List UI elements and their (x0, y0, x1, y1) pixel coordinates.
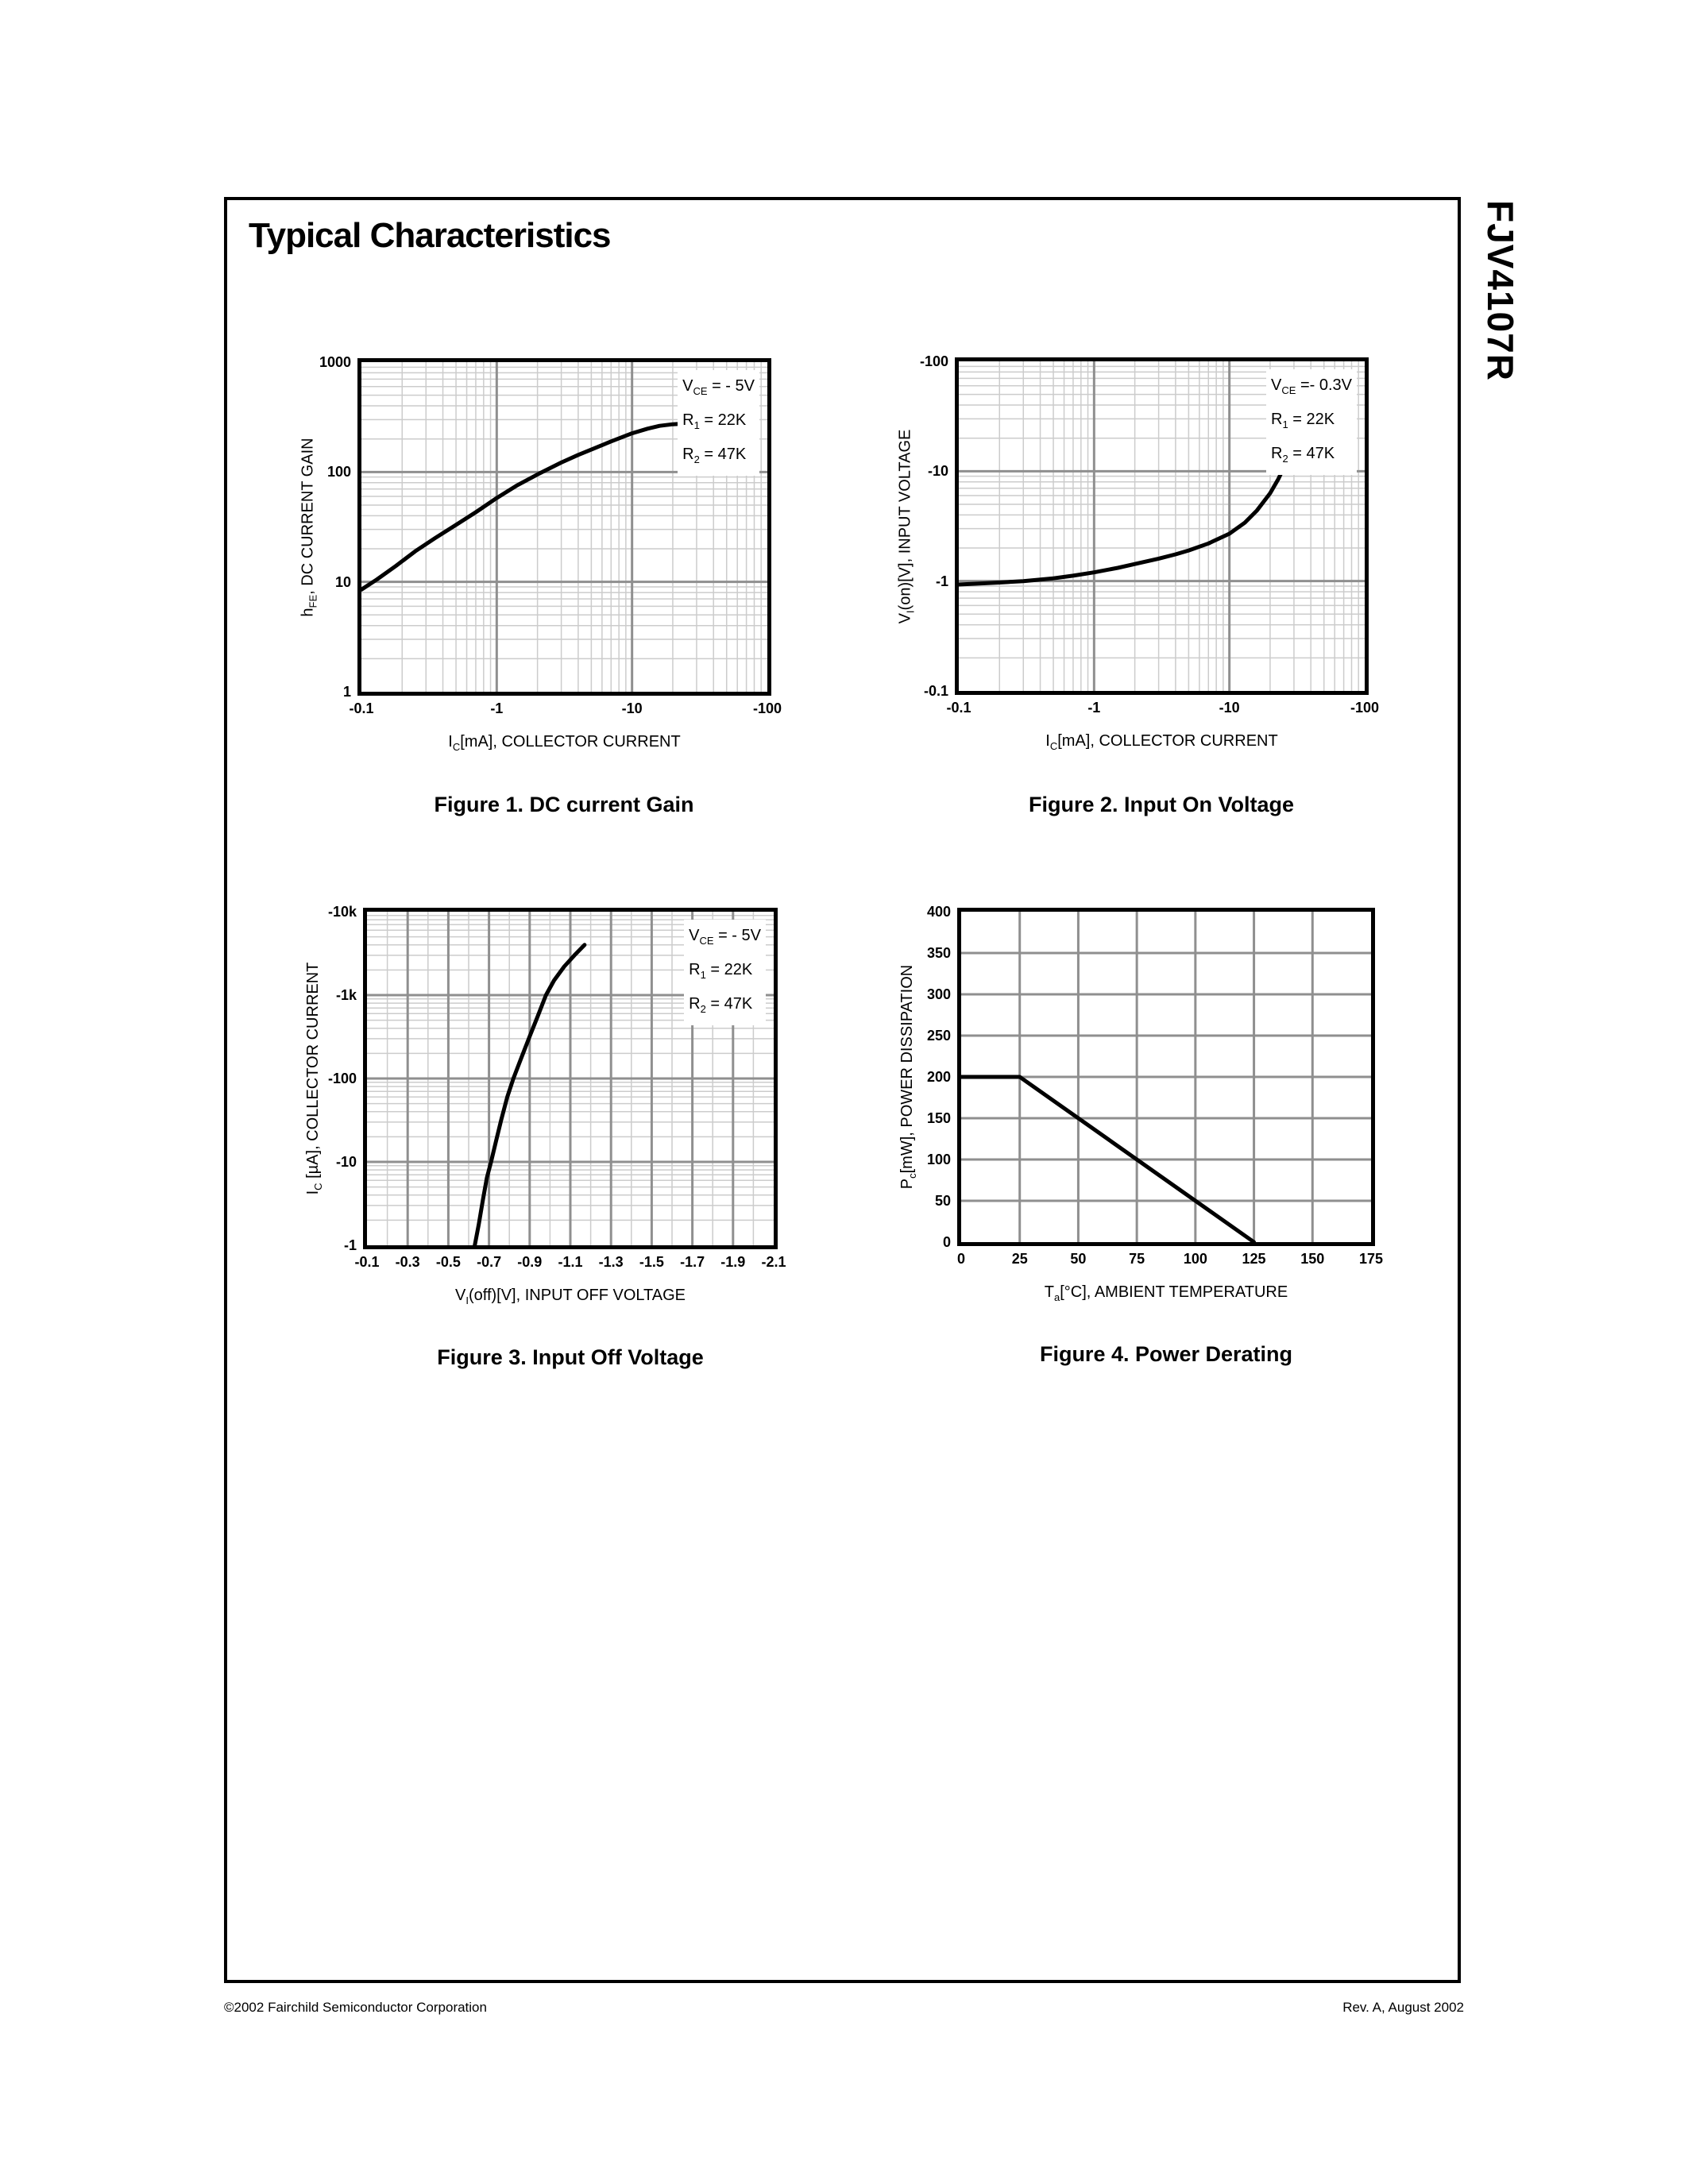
fig3-x-tick-label: -1.3 (598, 1254, 624, 1270)
fig2-y-tick-label: -100 (919, 353, 948, 369)
fig3-y-tick-label: -100 (327, 1071, 357, 1086)
fig3-legend-line: R2 = 47K (689, 995, 753, 1015)
fig2-x-tick-label: -100 (1350, 700, 1380, 716)
fig2-x-tick-label: -0.1 (946, 700, 971, 716)
fig1-legend-line: R2 = 47K (682, 446, 747, 465)
fig2-frame (955, 357, 1369, 695)
fig4-y-tick-label: 300 (926, 986, 951, 1002)
fig1-legend: VCE = - 5V R1 = 22K R2 = 47K (678, 370, 759, 476)
fig3-x-tick-label: -1.5 (639, 1254, 664, 1270)
fig2-legend: VCE =- 0.3V R1 = 22K R2 = 47K (1265, 369, 1357, 475)
fig1-plot (357, 358, 771, 696)
fig3-x-tick-label: -0.7 (477, 1254, 502, 1270)
fig1-legend-line: VCE = - 5V (682, 377, 755, 397)
fig3-legend: VCE = - 5V R1 = 22K R2 = 47K (684, 920, 766, 1025)
fig3-x-tick-label: -2.1 (761, 1254, 786, 1270)
fig4-y-tick-label: 100 (926, 1152, 951, 1167)
figure-4-caption: Figure 4. Power Derating (1039, 1342, 1293, 1366)
fig4-x-tick-label: 50 (1070, 1251, 1087, 1267)
fig2-plot (955, 357, 1369, 695)
fig4-y-tick-label: 50 (934, 1193, 951, 1209)
fig4-y-tick-label: 150 (926, 1110, 951, 1126)
fig2-x-tick-label: -1 (1087, 700, 1101, 716)
fig3-frame (363, 908, 778, 1249)
fig3-x-axis-title: VI(off)[V], INPUT OFF VOLTAGE (455, 1287, 686, 1306)
fig1-y-tick-label: 1 (342, 684, 351, 700)
fig3-y-tick-label: -10 (335, 1154, 357, 1170)
fig4-y-tick-label: 200 (926, 1069, 951, 1085)
fig1-y-tick-label: 100 (326, 464, 351, 480)
fig3-legend-line: VCE = - 5V (689, 927, 761, 947)
fig3-x-tick-label: -0.1 (354, 1254, 380, 1270)
fig4-x-tick-label: 75 (1129, 1251, 1145, 1267)
fig1-grid (357, 358, 771, 696)
fig3-x-tick-label: -1.9 (720, 1254, 746, 1270)
fig2-legend-line: R2 = 47K (1270, 445, 1335, 465)
fig3-x-tick-label: -0.9 (517, 1254, 543, 1270)
fig3-y-tick-label: -1k (335, 987, 357, 1003)
fig2-curve (956, 469, 1284, 587)
fig4-y-axis-title: Pc[mW], POWER DISSIPATION (898, 964, 918, 1190)
fig1-x-tick-label: -0.1 (349, 700, 374, 716)
fig4-x-tick-label: 150 (1300, 1251, 1325, 1267)
fig1-x-axis-title: IC[mA], COLLECTOR CURRENT (448, 733, 681, 753)
fig4-x-tick-label: 100 (1183, 1251, 1207, 1267)
figure-2-caption: Figure 2. Input On Voltage (1028, 793, 1294, 816)
page-footer: ©2002 Fairchild Semiconductor Corporatio… (224, 2000, 1464, 2016)
fig2-x-tick-label: -10 (1219, 700, 1240, 716)
fig2-legend-line: VCE =- 0.3V (1270, 376, 1352, 396)
fig3-x-tick-label: -0.5 (435, 1254, 461, 1270)
fig2-y-tick-label: -1 (935, 573, 948, 589)
fig4-x-tick-label: 0 (956, 1251, 965, 1267)
fig1-x-tick-label: -1 (490, 700, 504, 716)
fig1-y-axis-title: hFE, DC CURRENT GAIN (299, 437, 319, 617)
fig3-y-axis-title: IC [µA], COLLECTOR CURRENT (304, 962, 324, 1195)
fig4-x-axis-title: Ta[°C], AMBIENT TEMPERATURE (1044, 1283, 1288, 1303)
fig4-x-tick-label: 25 (1011, 1251, 1028, 1267)
fig4-y-tick-label: 350 (926, 945, 951, 961)
fig1-y-tick-label: 10 (334, 573, 351, 590)
fig2-y-tick-label: -0.1 (923, 683, 948, 699)
page-title: Typical Characteristics (249, 216, 612, 255)
figure-1-caption: Figure 1. DC current Gain (434, 793, 694, 816)
fig4-curve (959, 1075, 1257, 1244)
fig4-x-tick-label: 125 (1242, 1251, 1266, 1267)
footer-revision: Rev. A, August 2002 (1342, 2000, 1464, 2015)
fig3-x-tick-label: -1.1 (558, 1254, 583, 1270)
fig4-plot (957, 908, 1375, 1246)
fig4-y-tick-label: 250 (926, 1028, 951, 1044)
fig4-x-tick-label: 175 (1358, 1251, 1384, 1267)
fig1-x-tick-label: -100 (752, 700, 782, 716)
fig3-legend-line: R1 = 22K (689, 961, 753, 981)
fig2-y-tick-label: -10 (927, 463, 948, 480)
fig1-legend-line: R1 = 22K (682, 411, 747, 431)
part-number-side-label: FJV4107R (1480, 200, 1521, 381)
fig4-y-tick-label: 400 (926, 904, 951, 920)
fig2-legend-line: R1 = 22K (1270, 411, 1335, 430)
fig1-x-tick-label: -10 (621, 700, 643, 716)
fig2-grid (955, 357, 1369, 695)
fig3-y-tick-label: -1 (343, 1237, 357, 1253)
fig3-x-tick-label: -0.3 (395, 1254, 420, 1270)
fig3-curve (473, 943, 587, 1248)
footer-copyright: ©2002 Fairchild Semiconductor Corporatio… (224, 2000, 487, 2015)
fig1-frame (357, 358, 771, 696)
fig4-y-tick-label: 0 (942, 1234, 951, 1250)
fig2-x-axis-title: IC[mA], COLLECTOR CURRENT (1045, 732, 1278, 752)
fig2-y-axis-title: VI(on)[V], INPUT VOLTAGE (896, 429, 916, 623)
page-border (224, 197, 1461, 1983)
figure-3-caption: Figure 3. Input Off Voltage (437, 1345, 704, 1369)
fig1-y-tick-label: 1000 (319, 354, 351, 370)
fig3-y-tick-label: -10k (327, 904, 357, 920)
fig3-x-tick-label: -1.7 (680, 1254, 705, 1270)
fig4-grid (957, 908, 1375, 1246)
